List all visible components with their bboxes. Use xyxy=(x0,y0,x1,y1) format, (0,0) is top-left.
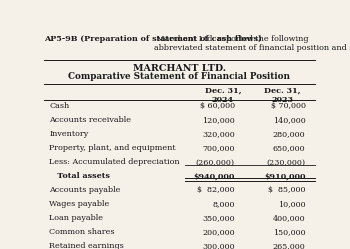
Text: Cash: Cash xyxy=(49,102,69,110)
Text: $910,000: $910,000 xyxy=(264,172,306,180)
Text: 300,000: 300,000 xyxy=(202,242,235,249)
Text: $940,000: $940,000 xyxy=(194,172,235,180)
Text: Retained earnings: Retained earnings xyxy=(49,242,124,249)
Text: Common shares: Common shares xyxy=(49,228,115,236)
Text: 350,000: 350,000 xyxy=(202,214,235,222)
Text: 10,000: 10,000 xyxy=(278,200,306,208)
Text: $ 60,000: $ 60,000 xyxy=(200,102,235,110)
Text: Total assets: Total assets xyxy=(49,172,110,180)
Text: 140,000: 140,000 xyxy=(273,116,306,124)
Text: Dec. 31,
2024: Dec. 31, 2024 xyxy=(204,86,241,104)
Text: $ 70,000: $ 70,000 xyxy=(271,102,306,110)
Text: 400,000: 400,000 xyxy=(273,214,306,222)
Text: Less: Accumulated depreciation: Less: Accumulated depreciation xyxy=(49,158,180,166)
Text: Comparative Statement of Financial Position: Comparative Statement of Financial Posit… xyxy=(68,72,290,81)
Text: 280,000: 280,000 xyxy=(273,130,306,138)
Text: (230,000): (230,000) xyxy=(266,158,306,166)
Text: Property, plant, and equipment: Property, plant, and equipment xyxy=(49,144,176,152)
Text: 8,000: 8,000 xyxy=(212,200,235,208)
Text: Loan payable: Loan payable xyxy=(49,214,103,222)
Text: 120,000: 120,000 xyxy=(202,116,235,124)
Text: 265,000: 265,000 xyxy=(273,242,306,249)
Text: 320,000: 320,000 xyxy=(202,130,235,138)
Text: $  82,000: $ 82,000 xyxy=(197,186,235,194)
Text: $  85,000: $ 85,000 xyxy=(268,186,306,194)
Text: Accounts payable: Accounts payable xyxy=(49,186,120,194)
Text: AP5-9B (Preparation of statement of cash flows): AP5-9B (Preparation of statement of cash… xyxy=(44,35,262,43)
Text: Wages payable: Wages payable xyxy=(49,200,110,208)
Text: Inventory: Inventory xyxy=(49,130,89,138)
Text: 650,000: 650,000 xyxy=(273,144,306,152)
Text: Marchant Ltd. reported the following
abbreviated statement of financial position: Marchant Ltd. reported the following abb… xyxy=(154,35,350,52)
Text: (260,000): (260,000) xyxy=(196,158,235,166)
Text: Dec. 31,
2023: Dec. 31, 2023 xyxy=(264,86,301,104)
Text: MARCHANT LTD.: MARCHANT LTD. xyxy=(133,64,226,73)
Text: 200,000: 200,000 xyxy=(202,228,235,236)
Text: 700,000: 700,000 xyxy=(203,144,235,152)
Text: Accounts receivable: Accounts receivable xyxy=(49,116,131,124)
Text: 150,000: 150,000 xyxy=(273,228,306,236)
